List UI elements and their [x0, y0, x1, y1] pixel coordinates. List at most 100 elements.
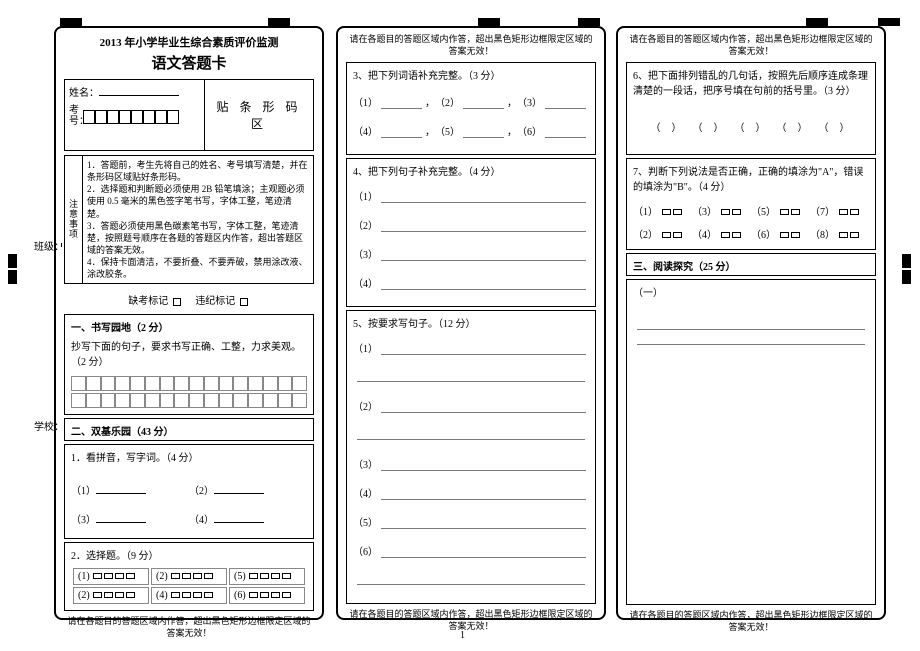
bubble[interactable] — [732, 232, 741, 238]
fill-blank[interactable] — [381, 137, 422, 138]
item-label: （5） — [751, 207, 776, 218]
bubble[interactable] — [182, 573, 191, 579]
bubble[interactable] — [662, 232, 671, 238]
fill-line[interactable] — [357, 584, 585, 585]
name-field[interactable] — [99, 86, 179, 96]
fill-line[interactable] — [637, 329, 865, 330]
align-marker — [578, 18, 600, 26]
fill-blank[interactable] — [381, 499, 586, 500]
bubble[interactable] — [850, 232, 859, 238]
bubble[interactable] — [115, 592, 124, 598]
fill-blank[interactable] — [96, 484, 146, 494]
bubble[interactable] — [721, 209, 730, 215]
id-boxes[interactable] — [83, 110, 179, 124]
fill-blank[interactable] — [381, 202, 586, 203]
align-marker — [8, 270, 17, 284]
q6-box: 6、把下面排列错乱的几句话，按照先后顺序连成条理清楚的一段话，把序号填在句前的括… — [626, 62, 876, 155]
bubble[interactable] — [780, 232, 789, 238]
fill-blank[interactable] — [381, 354, 586, 355]
bubble[interactable] — [850, 209, 859, 215]
bubble[interactable] — [662, 209, 671, 215]
bubble[interactable] — [126, 573, 135, 579]
bubble[interactable] — [126, 592, 135, 598]
item-label: （3） — [517, 94, 542, 109]
fill-blank[interactable] — [381, 470, 586, 471]
bubble[interactable] — [204, 592, 213, 598]
fill-blank[interactable] — [545, 137, 586, 138]
item-label: （1） — [633, 207, 658, 218]
bubble[interactable] — [282, 573, 291, 579]
bubble[interactable] — [249, 573, 258, 579]
bubble[interactable] — [93, 592, 102, 598]
bubble[interactable] — [93, 573, 102, 579]
notice-line: 4．保持卡面清洁，不要折叠、不要弄破，禁用涂改液、涂改胶条。 — [87, 256, 309, 280]
bubble[interactable] — [115, 573, 124, 579]
fill-blank[interactable] — [545, 108, 586, 109]
column-2: 请在各题目的答题区域内作答，超出黑色矩形边框限定区域的答案无效！ 3、把下列词语… — [336, 26, 606, 620]
choice-num: (1) — [78, 571, 90, 582]
bubble[interactable] — [193, 573, 202, 579]
bubble[interactable] — [839, 232, 848, 238]
bubble[interactable] — [260, 592, 269, 598]
bubble[interactable] — [839, 209, 848, 215]
fill-blank[interactable] — [381, 528, 586, 529]
choice-num: (2) — [156, 571, 168, 582]
fill-blank[interactable] — [381, 289, 586, 290]
bubble[interactable] — [271, 592, 280, 598]
side-school-label: 学校： — [34, 418, 64, 433]
bubble[interactable] — [104, 573, 113, 579]
fill-blank[interactable] — [214, 484, 264, 494]
bubble[interactable] — [791, 232, 800, 238]
q4-box: 4、把下列句子补充完整。（4 分） （1） （2） （3） （4） — [346, 158, 596, 307]
bubble[interactable] — [204, 573, 213, 579]
bubble[interactable] — [282, 592, 291, 598]
bubble[interactable] — [791, 209, 800, 215]
bubble[interactable] — [171, 573, 180, 579]
absent-checkbox[interactable] — [173, 298, 181, 306]
bubble[interactable] — [104, 592, 113, 598]
fill-line[interactable] — [637, 344, 865, 345]
bubble[interactable] — [171, 592, 180, 598]
align-marker — [902, 254, 911, 268]
fill-blank[interactable] — [463, 108, 504, 109]
bubble[interactable] — [721, 232, 730, 238]
fill-blank[interactable] — [381, 412, 586, 413]
bubble[interactable] — [732, 209, 741, 215]
notice-line: 3．答题必须使用黑色碳素笔书写，字体工整，笔迹清楚，按照题号顺序在各题的答题区内… — [87, 220, 309, 256]
item-label: （8） — [810, 230, 835, 241]
bubble[interactable] — [182, 592, 191, 598]
fill-line[interactable] — [357, 439, 585, 440]
bubble[interactable] — [260, 573, 269, 579]
item-label: （3） — [353, 246, 378, 261]
bubble[interactable] — [673, 209, 682, 215]
student-info: 姓名： 考号： 贴 条 形 码 区 — [64, 79, 314, 151]
q8-header: 三、阅读探究（25 分） — [626, 253, 876, 276]
bubble[interactable] — [249, 592, 258, 598]
fill-blank[interactable] — [381, 260, 586, 261]
choice-num: (4) — [156, 590, 168, 601]
item-label: （1） — [353, 94, 378, 109]
fill-blank[interactable] — [381, 231, 586, 232]
fill-blank[interactable] — [381, 557, 586, 558]
bubble[interactable] — [271, 573, 280, 579]
bubble[interactable] — [673, 232, 682, 238]
q2-2-box: 2．选择题。（9 分） (1) (2) (5) (2) (4) (6) — [64, 542, 314, 611]
item-label: （4） — [353, 275, 378, 290]
fill-blank[interactable] — [463, 137, 504, 138]
item-label: （6） — [517, 123, 542, 138]
paren-row[interactable]: （ ） （ ） （ ） （ ） （ ） — [633, 119, 869, 134]
writing-grid[interactable] — [71, 376, 307, 391]
fill-blank[interactable] — [381, 108, 422, 109]
fill-blank[interactable] — [214, 513, 264, 523]
fill-line[interactable] — [357, 381, 585, 382]
item-label: （2） — [353, 217, 378, 232]
align-marker — [60, 18, 82, 26]
item-label: （4） — [692, 230, 717, 241]
bubble[interactable] — [780, 209, 789, 215]
bubble[interactable] — [193, 592, 202, 598]
q1-box: 一、书写园地（2 分） 抄写下面的句子，要求书写正确、工整，力求美观。（2 分） — [64, 314, 314, 415]
notice-box: 注意事项 1．答题前，考生先将自己的姓名、考号填写清楚，并在条形码区域贴好条形码… — [64, 155, 314, 284]
writing-grid[interactable] — [71, 393, 307, 408]
violation-checkbox[interactable] — [240, 298, 248, 306]
fill-blank[interactable] — [96, 513, 146, 523]
